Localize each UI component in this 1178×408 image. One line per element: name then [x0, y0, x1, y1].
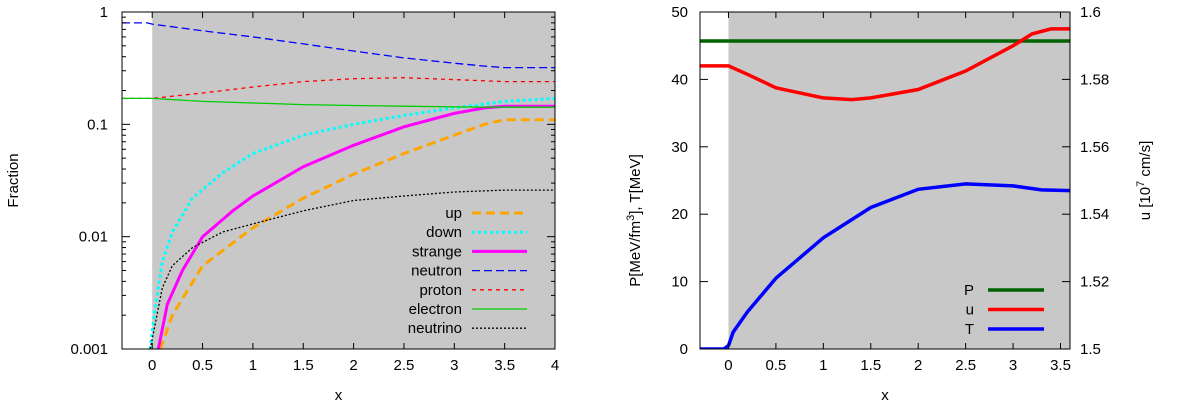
legend-label-up: up [445, 205, 462, 222]
shaded-region [152, 12, 556, 349]
y-left-tick-label: 10 [671, 274, 688, 291]
y-tick-label: 1 [100, 4, 108, 21]
x-tick-label: 2.5 [394, 357, 415, 374]
x-tick-label: 0 [148, 357, 156, 374]
y-left-tick-label: 0 [680, 341, 688, 358]
y-left-label-sup: 3 [625, 215, 637, 221]
series-line-u [700, 27, 1070, 102]
legend-label-u: u [966, 302, 974, 319]
chart-left-fraction: 0 0.5 1 1.5 2 2.5 3 3.5 4 0.001 0.01 0.1 1 x Fraction u… [5, 4, 559, 404]
y-right-tick-label: 1.52 [1080, 274, 1109, 291]
shaded-region [728, 12, 1070, 349]
series-line-neutron [122, 22, 555, 69]
legend-label-neutron: neutron [411, 263, 462, 280]
x-tick-label: 3 [1009, 357, 1017, 374]
plot-frame [121, 11, 556, 350]
x-tick-label: 0.5 [765, 357, 786, 374]
x-tick-label: 3.5 [494, 357, 515, 374]
y-right-tick-label: 1.5 [1080, 341, 1101, 358]
y-left-tick-label: 40 [671, 71, 688, 88]
series-line-up [158, 118, 555, 349]
y-left-label-part: P[MeV/fm [627, 221, 644, 287]
x-tick-label: 0 [724, 357, 732, 374]
y-right-label-part: u [10 [1137, 187, 1154, 220]
chart-right-pressure-velocity: 0 0.5 1 1.5 2 2.5 3 3.5010203040501.51.521.541.… [625, 4, 1154, 404]
y-right-tick-label: 1.6 [1080, 4, 1101, 21]
y-left-tick-label: 50 [671, 4, 688, 21]
x-tick-label: 1 [249, 357, 257, 374]
x-tick-label: 1.5 [293, 357, 314, 374]
y-left-axis-label: P[MeV/fm3], T[MeV] [625, 154, 644, 287]
plot-frame [699, 11, 1071, 350]
y-left-tick-label: 30 [671, 139, 688, 156]
series-line-down [148, 96, 555, 349]
legend-label-T: T [965, 321, 974, 338]
y-right-tick-label: 1.56 [1080, 139, 1109, 156]
x-tick-label: 2.5 [955, 357, 976, 374]
y-left-tick-label: 20 [671, 206, 688, 223]
y-right-tick-label: 1.54 [1080, 206, 1109, 223]
legend-label-neutrino: neutrino [408, 320, 462, 337]
legend-label-P: P [964, 282, 974, 299]
series-line-strange [156, 104, 555, 349]
y-right-label-sup: 7 [1135, 181, 1147, 187]
legend-label-strange: strange [412, 243, 462, 260]
x-tick-label: 4 [551, 357, 559, 374]
legend-label-electron: electron [409, 301, 462, 318]
x-axis-label: x [881, 387, 889, 404]
y-axis-label: Fraction [5, 153, 22, 207]
legend-label-down: down [426, 224, 462, 241]
x-tick-label: 2 [349, 357, 357, 374]
y-tick-label: 0.1 [87, 116, 108, 133]
x-axis-label: x [335, 387, 343, 404]
y-right-axis-label: u [107 cm/s] [1135, 141, 1154, 221]
series-line-electron [122, 97, 555, 108]
y-tick-label: 0.01 [79, 229, 108, 246]
legend-label-proton: proton [419, 282, 462, 299]
x-tick-label: 3 [450, 357, 458, 374]
x-tick-label: 2 [914, 357, 922, 374]
y-right-tick-label: 1.58 [1080, 71, 1109, 88]
y-left-label-rest: ], T[MeV] [627, 154, 644, 215]
x-tick-label: 1.5 [860, 357, 881, 374]
y-tick-label: 0.001 [70, 341, 108, 358]
x-tick-label: 0.5 [192, 357, 213, 374]
y-right-label-rest: cm/s] [1137, 141, 1154, 181]
x-tick-label: 3.5 [1050, 357, 1071, 374]
x-tick-label: 1 [819, 357, 827, 374]
series-group [122, 22, 555, 349]
